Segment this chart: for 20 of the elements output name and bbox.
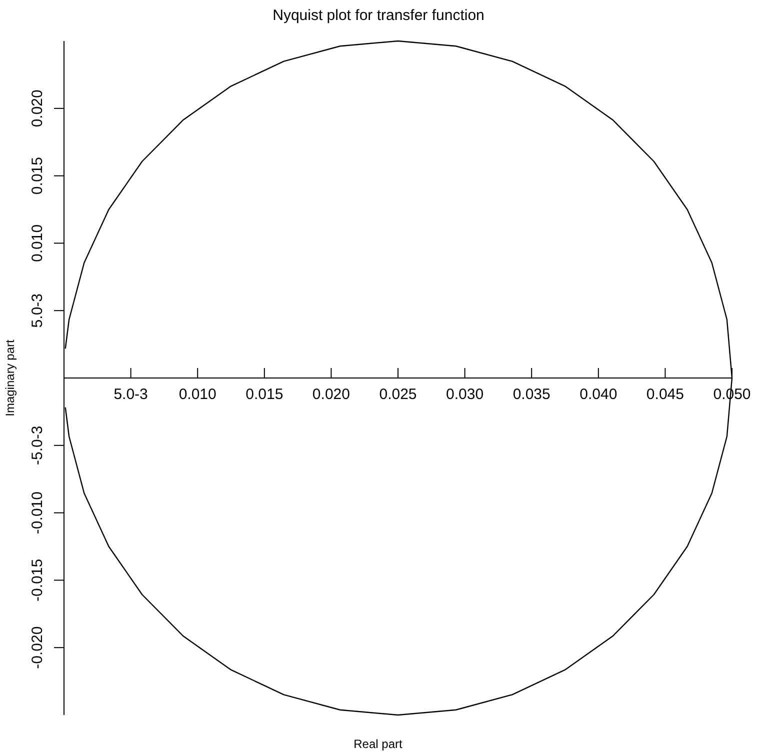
y-tick-label: -0.010 [29, 492, 46, 534]
x-tick-label: 0.045 [646, 386, 684, 403]
x-tick-label: 0.040 [580, 386, 618, 403]
x-tick-label: 5.0-3 [114, 386, 148, 403]
x-tick-label: 0.030 [446, 386, 484, 403]
y-axis-title: Imaginary part [3, 338, 17, 416]
y-tick-label: -0.020 [29, 626, 46, 669]
y-tick-label: -0.015 [29, 558, 46, 602]
x-tick-label: 0.010 [178, 386, 216, 403]
chart-title: Nyquist plot for transfer function [272, 7, 484, 24]
x-tick-label: 0.020 [312, 386, 350, 403]
y-tick-label: 0.010 [29, 224, 46, 262]
y-tick-label: 5.0-3 [29, 294, 46, 328]
y-tick-label: 0.020 [29, 90, 46, 128]
x-axis-title: Real part [354, 737, 404, 751]
y-tick-label: 0.015 [29, 157, 46, 195]
x-tick-label: 0.025 [379, 386, 417, 403]
x-tick-label: 0.015 [246, 386, 284, 403]
y-tick-label: -5.0-3 [29, 426, 46, 465]
x-tick-label: 0.035 [512, 386, 550, 403]
